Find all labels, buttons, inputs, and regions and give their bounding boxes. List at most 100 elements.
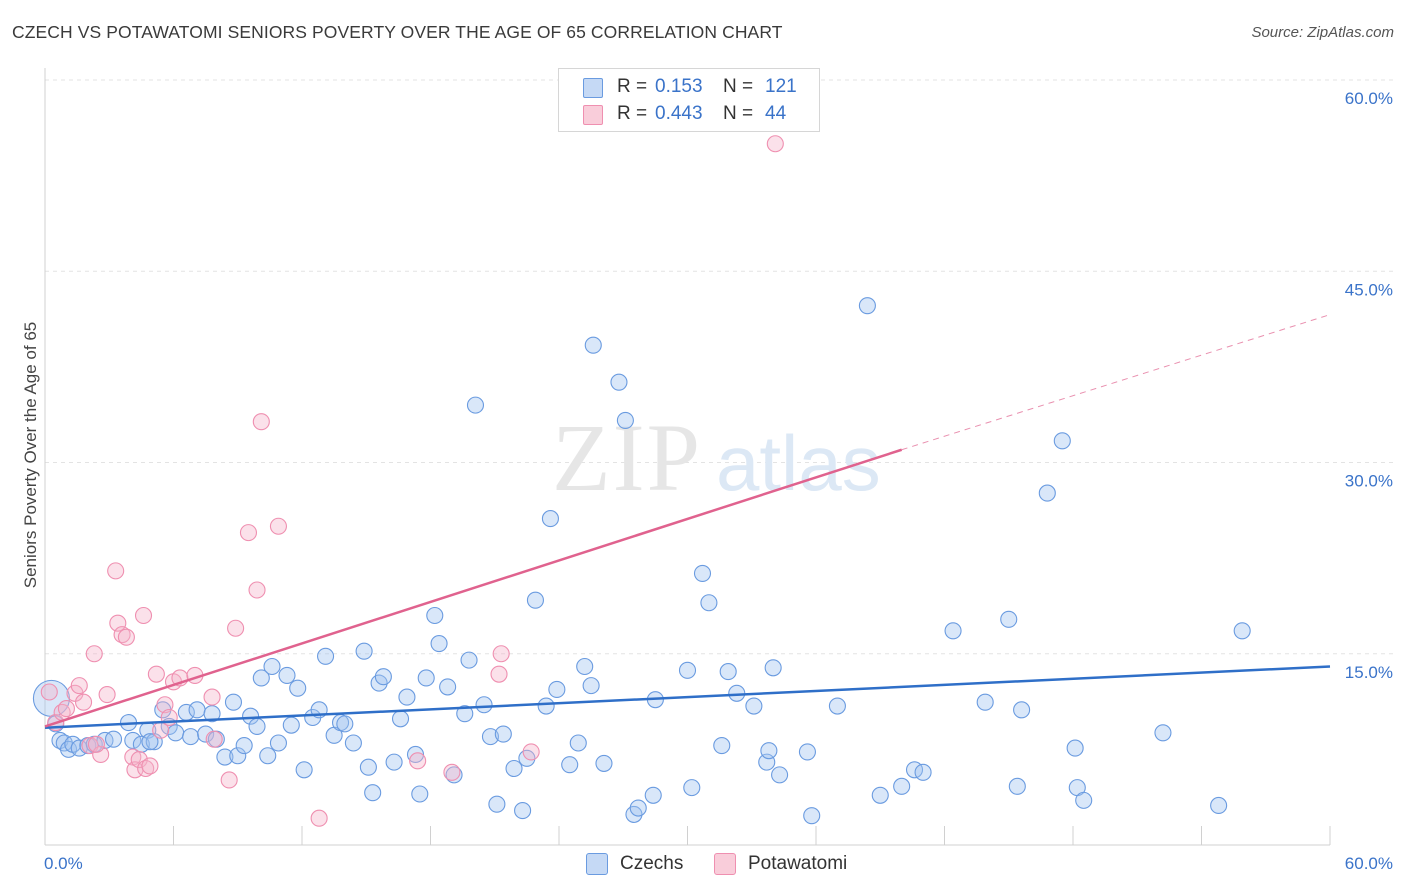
- potawatomi-swatch: [714, 853, 736, 875]
- potawatomi-point: [57, 700, 75, 718]
- czech-point: [124, 731, 142, 750]
- czech-point: [1013, 701, 1031, 719]
- potawatomi-point: [107, 562, 125, 580]
- x-tick-label: 0.0%: [44, 854, 83, 873]
- czech-point: [235, 736, 253, 755]
- czech-points: [32, 297, 1251, 825]
- potawatomi-point: [141, 757, 159, 775]
- czech-point: [914, 763, 932, 781]
- czech-point: [188, 701, 206, 719]
- potawatomi-point: [134, 606, 153, 625]
- tick-labels: 60.0% 45.0% 30.0% 15.0% 0.0% 60.0%: [44, 89, 1393, 873]
- n-value: 44: [765, 103, 787, 124]
- czech-point: [417, 669, 435, 687]
- czech-point: [595, 754, 613, 772]
- x-tick-label: 60.0%: [1345, 854, 1393, 873]
- czech-point: [764, 659, 782, 677]
- y-tick-label: 45.0%: [1345, 280, 1393, 299]
- potawatomi-point: [227, 619, 245, 637]
- czech-point: [252, 669, 270, 687]
- czech-point: [456, 705, 474, 723]
- czech-point: [1075, 791, 1093, 809]
- trend-lines: [44, 314, 1331, 729]
- czech-point: [1210, 796, 1228, 815]
- czech-point: [700, 594, 718, 612]
- czech-point: [445, 766, 463, 784]
- potawatomi-point: [220, 771, 238, 789]
- czech-point: [1053, 432, 1071, 450]
- potawatomi-point: [492, 645, 510, 663]
- legend-item-czechs: Czechs: [586, 852, 683, 876]
- potawatomi-point: [75, 693, 93, 711]
- potawatomi-point: [310, 809, 328, 827]
- r-label: R =: [617, 76, 648, 97]
- czech-point: [1154, 724, 1172, 742]
- czech-point: [893, 777, 911, 795]
- czech-point: [289, 679, 307, 697]
- watermark: ZIP atlas: [552, 404, 881, 511]
- y-tick-label: 60.0%: [1345, 89, 1393, 108]
- czech-point: [216, 748, 234, 766]
- stats-legend: R = 0.153 N = 121 R = 0.443 N = 44: [558, 68, 820, 132]
- potawatomi-point: [92, 745, 110, 764]
- potawatomi-point: [85, 645, 103, 663]
- potawatomi-point: [117, 628, 135, 646]
- czech-point: [182, 728, 200, 746]
- potawatomi-point: [40, 683, 58, 701]
- czech-point: [229, 747, 247, 765]
- czech-point: [359, 758, 377, 776]
- czech-point: [197, 725, 215, 743]
- czech-point: [481, 728, 500, 746]
- czech-point: [104, 730, 123, 748]
- n-label: N =: [723, 76, 754, 97]
- czech-point: [385, 753, 403, 771]
- potawatomi-swatch: [583, 105, 603, 125]
- r-value: 0.153: [655, 76, 703, 97]
- czech-point: [745, 697, 763, 715]
- czech-point: [374, 668, 392, 686]
- potawatomi-trend-extension: [901, 314, 1331, 451]
- potawatomi-point: [147, 665, 165, 683]
- czech-point: [629, 799, 647, 817]
- czech-point: [1038, 484, 1056, 502]
- r-value: 0.443: [655, 103, 703, 124]
- czech-point: [336, 715, 354, 733]
- czech-point: [505, 759, 523, 778]
- czech-point: [494, 725, 512, 743]
- czech-point: [561, 756, 579, 774]
- potawatomi-point: [130, 751, 148, 769]
- czech-point: [678, 661, 697, 679]
- czech-point: [1066, 739, 1084, 757]
- potawatomi-point: [490, 665, 508, 683]
- y-axis-label: Seniors Poverty Over the Age of 65: [21, 322, 40, 588]
- czech-point: [242, 707, 260, 725]
- czech-point: [944, 622, 962, 640]
- czech-point: [96, 731, 114, 750]
- czech-swatch: [583, 78, 603, 98]
- czech-point: [203, 705, 221, 723]
- n-value: 121: [765, 76, 797, 97]
- czech-point: [439, 678, 457, 696]
- czech-point: [771, 766, 789, 784]
- czech-point: [541, 510, 559, 528]
- czech-point: [644, 786, 662, 804]
- czech-point: [871, 786, 889, 804]
- czech-point: [426, 606, 444, 625]
- czech-point: [548, 680, 566, 699]
- potawatomi-point: [239, 524, 258, 542]
- czech-point: [719, 663, 737, 681]
- czech-point: [582, 677, 600, 695]
- legend-label: Potawatomi: [748, 853, 848, 874]
- czech-point: [391, 710, 410, 728]
- czech-point: [430, 634, 448, 653]
- r-label: R =: [617, 103, 648, 124]
- czech-point: [411, 785, 429, 803]
- czech-point: [282, 716, 300, 734]
- potawatomi-point: [269, 517, 287, 535]
- potawatomi-point: [203, 688, 221, 706]
- czech-point: [406, 745, 425, 764]
- czech-point: [398, 688, 416, 706]
- czech-point: [569, 734, 587, 752]
- legend-label: Czechs: [620, 853, 684, 874]
